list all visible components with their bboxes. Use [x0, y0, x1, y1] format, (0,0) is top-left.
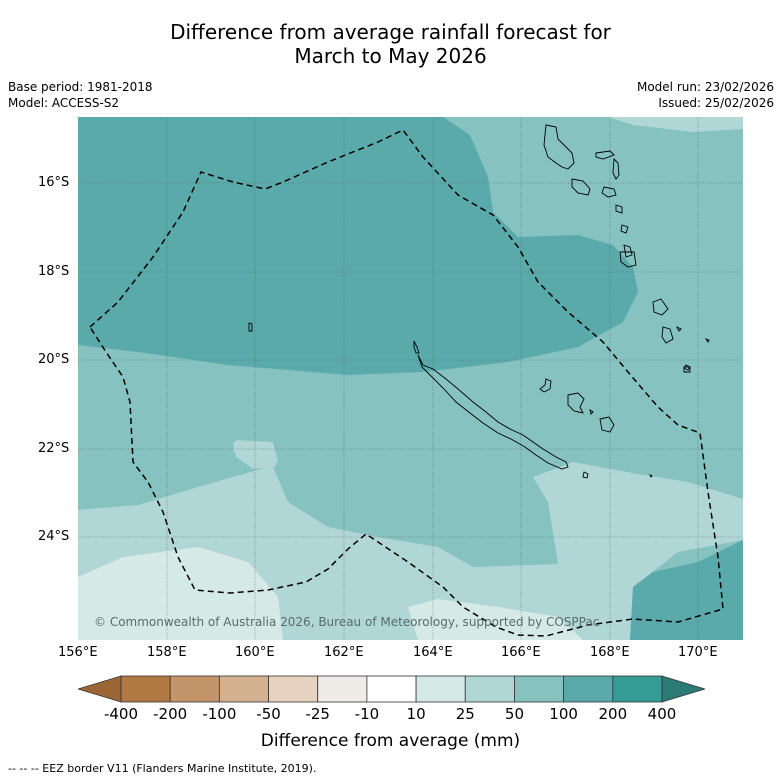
lon-tick-162e: 162°E — [324, 645, 364, 660]
vanuatu-tanna — [619, 251, 637, 268]
colorbar-tick-label: 400 — [647, 705, 677, 723]
belep-islands — [413, 340, 420, 354]
new-caledonia — [417, 354, 569, 470]
lon-tick-156e: 156°E — [58, 645, 98, 660]
vanuatu-malekula — [571, 178, 591, 196]
vanuatu-pentecost — [612, 157, 620, 180]
coastlines — [248, 124, 710, 479]
ouvea — [539, 378, 552, 393]
vanuatu-efate — [620, 224, 629, 234]
tiga — [589, 408, 594, 415]
colorbar-segment — [514, 675, 565, 703]
title-line-2: March to May 2026 — [294, 44, 487, 68]
colorbar-segment — [563, 675, 614, 703]
vanuatu-ambae — [595, 150, 615, 160]
colorbar-title: Difference from average (mm) — [260, 731, 521, 751]
colorbar — [78, 675, 705, 703]
anatom — [675, 325, 682, 332]
colorbar-tick-label: 200 — [598, 705, 628, 723]
chesterfield — [248, 322, 253, 332]
colorbar-tick-label: 25 — [455, 705, 475, 723]
colorbar-tick-label: -25 — [305, 705, 330, 723]
loyalty-mid — [661, 326, 674, 344]
lat-tick-24s: 24°S — [38, 529, 70, 544]
walpole — [648, 473, 653, 478]
colorbar-tick-label: 100 — [549, 705, 578, 723]
zone-100-200 — [78, 117, 638, 375]
vanuatu-erromango — [623, 244, 633, 258]
colorbar-tick-label: -100 — [202, 705, 237, 723]
colorbar-extend-high — [661, 675, 705, 703]
mare — [599, 416, 615, 433]
colorbar-tick-label: -200 — [153, 705, 188, 723]
colorbar-segment — [268, 675, 319, 703]
colorbar-segment — [464, 675, 515, 703]
vanuatu-espiritu-santo — [543, 124, 575, 170]
vanuatu-epi — [615, 204, 623, 214]
colorbar-extend-low — [78, 675, 122, 703]
lon-tick-158e: 158°E — [147, 645, 187, 660]
colorbar-tick-label: 50 — [504, 705, 524, 723]
model-run: Model run: 23/02/2026 — [636, 80, 774, 94]
colorbar-segment — [169, 675, 220, 703]
lon-tick-170e: 170°E — [678, 645, 718, 660]
lat-tick-16s: 16°S — [38, 175, 70, 190]
issued-date: Issued: 25/02/2026 — [658, 96, 774, 110]
base-period: Base period: 1981-2018 — [8, 80, 153, 94]
isle-of-pines — [582, 471, 589, 479]
zone-10-25-s — [408, 599, 583, 640]
lon-tick-168e: 168°E — [590, 645, 630, 660]
lifou — [567, 392, 585, 414]
colorbar-segment — [218, 675, 269, 703]
colorbar-segment — [317, 675, 368, 703]
lon-tick-160e: 160°E — [235, 645, 275, 660]
colorbar-tick-label: -400 — [103, 705, 139, 723]
lon-tick-164e: 164°E — [413, 645, 453, 660]
colorbar-segment — [120, 675, 171, 703]
colorbar-segment — [612, 675, 663, 703]
colorbar-tick-label: 10 — [406, 705, 426, 723]
model-name: Model: ACCESS-S2 — [8, 96, 120, 110]
gridlines — [78, 117, 743, 640]
colorbar-tick-label: -50 — [256, 705, 281, 723]
zone-10-25-sw — [78, 547, 283, 640]
lat-tick-20s: 20°S — [38, 352, 70, 367]
colorbar-segment — [366, 675, 417, 703]
lat-tick-18s: 18°S — [38, 264, 70, 279]
zone-100-200-se — [630, 540, 743, 640]
lat-tick-22s: 22°S — [38, 441, 70, 456]
zone-25-50-ne — [608, 117, 743, 132]
matthew — [704, 338, 710, 343]
vanuatu-ambrym — [601, 186, 617, 198]
lon-tick-166e: 166°E — [501, 645, 541, 660]
colorbar-segment — [415, 675, 466, 703]
title-line-1: Difference from average rainfall forecas… — [170, 20, 611, 44]
loyalty-north — [652, 298, 669, 316]
copyright-notice: © Commonwealth of Australia 2026, Bureau… — [94, 615, 599, 629]
eez-footnote: -- -- -- EEZ border V11 (Flanders Marine… — [8, 762, 317, 775]
loyalty-south — [683, 366, 691, 373]
rainfall-map: © Commonwealth of Australia 2026, Bureau… — [78, 117, 743, 640]
colorbar-tick-label: -10 — [354, 705, 380, 723]
